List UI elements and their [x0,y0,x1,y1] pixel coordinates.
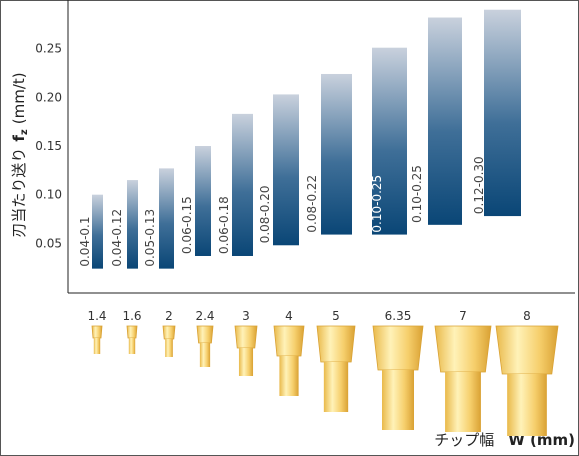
bar [372,47,407,235]
y-tick-label: 0.10 [35,188,62,202]
chip-head [91,325,103,339]
range-label: 0.04-0.1 [78,216,92,266]
chip-head [495,325,559,375]
range-label: 0.04-0.12 [110,209,124,267]
chip-icon [316,325,356,412]
range-label: 0.10-0.25 [410,165,424,223]
x-axis-label: チップ幅 W (mm) [434,431,575,449]
range-label: 0.06-0.15 [180,196,194,254]
range-label: 0.08-0.22 [305,175,319,233]
chip-shank [128,338,136,354]
y-label-subscript: z [19,129,30,135]
bar [195,146,211,256]
chip-icon [234,325,258,376]
range-label: 0.10-0.25 [370,175,384,233]
chip-head [372,325,424,371]
y-tick-label: 0.05 [35,236,62,250]
chip-shank [93,338,101,354]
x-tick-label: 8 [523,309,531,323]
bar [159,168,174,269]
x-tick-label: 4 [285,309,293,323]
chip-icon [372,325,424,430]
chip-icon [126,325,138,354]
chip-icon [273,325,305,396]
bar [321,73,352,235]
y-tick-label: 0.25 [35,42,62,56]
chip-icon [495,325,559,436]
y-tick-label: 0.20 [35,90,62,104]
chip-icon [196,325,214,367]
range-label: 0.12-0.30 [472,156,486,214]
chip-shank [238,348,254,376]
y-label-symbol: f [10,135,28,142]
chip-head [162,325,176,340]
chip-head [126,325,138,339]
chip-head [434,325,492,373]
chip-icon [162,325,176,357]
bar [127,180,138,269]
chip-shank [323,362,349,412]
bar [273,94,299,246]
chip-shank [382,370,414,430]
x-tick-label: 6.35 [385,309,412,323]
range-label: 0.08-0.20 [258,185,272,243]
bar [484,9,521,217]
x-tick-label: 2.4 [195,309,214,323]
bar [232,113,253,256]
x-tick-label: 3 [242,309,250,323]
x-label-text: チップ幅 [434,431,494,449]
y-label-text: 刃当たり送り [10,148,28,238]
y-axis-label: 刃当たり送り fz (mm/t) [10,72,30,237]
bar [92,194,103,269]
chip-shank [507,374,547,436]
chip-icon [91,325,103,354]
chip-head [316,325,356,363]
x-tick-label: 1.6 [122,309,141,323]
chip-shank [199,343,211,367]
chip-shank [165,339,173,357]
x-tick-label: 2 [165,309,173,323]
chip-icon [434,325,492,432]
range-label: 0.06-0.18 [217,196,231,254]
chip-head [273,325,305,357]
y-tick-label: 0.15 [35,139,62,153]
chip-shank [279,356,299,396]
chip-head [234,325,258,349]
chip-shank [445,372,481,432]
range-label: 0.05-0.13 [143,209,157,267]
x-tick-label: 1.4 [87,309,106,323]
chip-head [196,325,214,344]
bar [428,17,462,225]
x-tick-label: 5 [332,309,340,323]
x-tick-label: 7 [459,309,467,323]
y-label-unit: (mm/t) [10,72,28,124]
